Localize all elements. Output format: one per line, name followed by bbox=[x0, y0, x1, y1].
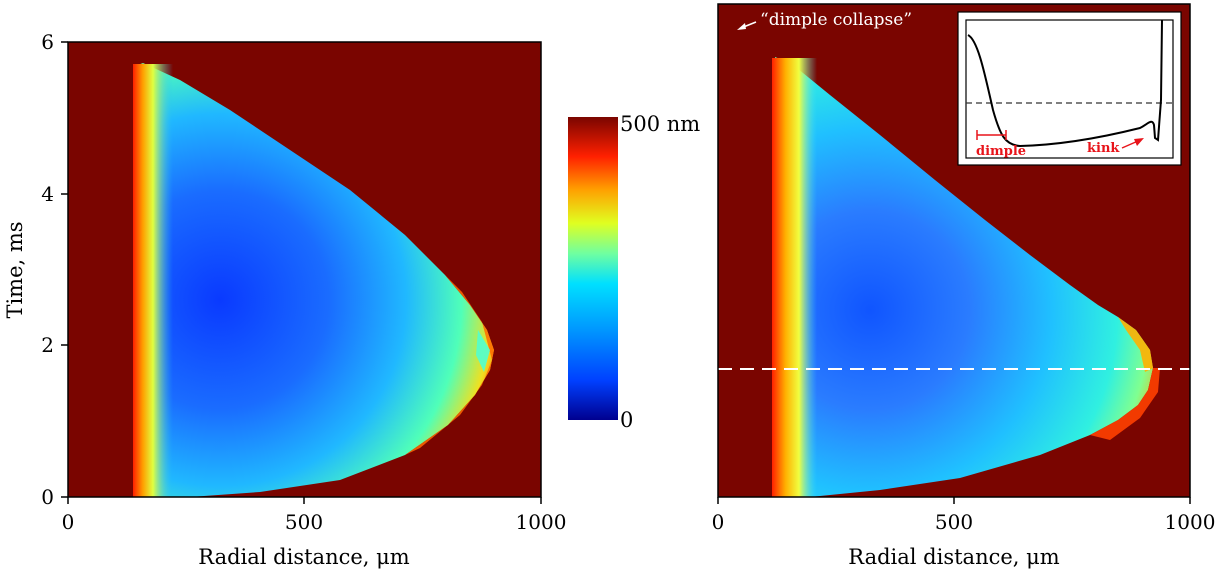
right-film-region bbox=[775, 57, 1153, 497]
left-y-axis-label: Time, ms bbox=[3, 221, 27, 318]
left-axis-ticks bbox=[61, 41, 542, 504]
right-rim-highlight bbox=[1118, 317, 1153, 372]
left-film-region bbox=[135, 63, 494, 497]
right-x-tick-label: 500 bbox=[935, 510, 973, 534]
colorbar-max-label: 500 nm bbox=[620, 112, 700, 136]
right-x-axis-label: Radial distance, μm bbox=[848, 545, 1059, 569]
right-outer-band bbox=[1090, 368, 1160, 440]
left-x-tick-label: 500 bbox=[285, 510, 323, 534]
left-x-tick-label: 1000 bbox=[516, 510, 567, 534]
left-y-tick-label: 4 bbox=[41, 182, 54, 206]
right-axis-ticks bbox=[717, 497, 1191, 504]
left-y-tick-label: 6 bbox=[41, 30, 54, 54]
left-panel: 0 500 1000 0 2 4 6 Radial distance, μm T… bbox=[3, 30, 566, 569]
colorbar-min-label: 0 bbox=[620, 408, 633, 432]
colorbar-gradient bbox=[568, 117, 618, 420]
colorbar: 500 nm 0 bbox=[568, 112, 700, 432]
inset: dimple kink bbox=[957, 11, 1182, 166]
kink-arrow bbox=[1121, 138, 1144, 149]
inset-dimple-label: dimple bbox=[976, 144, 1026, 159]
left-y-tick-label: 0 bbox=[41, 485, 54, 509]
left-x-axis-label: Radial distance, μm bbox=[198, 545, 409, 569]
left-inner-edge bbox=[133, 64, 173, 497]
inset-frame bbox=[957, 11, 1182, 166]
right-x-tick-label: 0 bbox=[712, 510, 725, 534]
left-rim-highlight bbox=[476, 330, 490, 372]
right-panel: 0 500 1000 Radial distance, μm “dimple c… bbox=[712, 3, 1216, 569]
right-inner-edge bbox=[772, 58, 817, 497]
dimple-marker bbox=[976, 130, 1007, 140]
dimple-collapse-annotation: “dimple collapse” bbox=[737, 10, 912, 30]
inset-kink-label: kink bbox=[1087, 141, 1120, 156]
left-y-tick-label: 2 bbox=[41, 333, 54, 357]
left-x-tick-label: 0 bbox=[62, 510, 75, 534]
right-x-tick-label: 1000 bbox=[1165, 510, 1216, 534]
annotation-text: “dimple collapse” bbox=[760, 10, 912, 30]
inset-profile-curve bbox=[967, 19, 1163, 148]
